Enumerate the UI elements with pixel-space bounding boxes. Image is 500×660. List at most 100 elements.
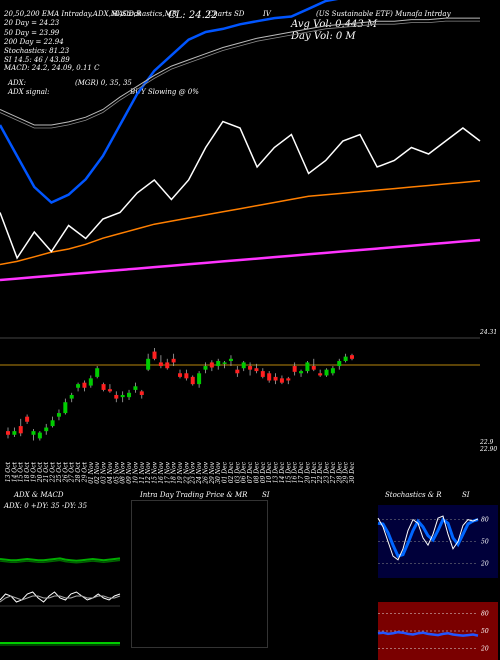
candle-body xyxy=(178,373,182,377)
x-tick-label: 07 Dec xyxy=(247,461,254,483)
x-tick-label: 25 Oct xyxy=(56,461,63,483)
x-tick-label: 21 Dec xyxy=(311,461,318,484)
x-tick-label: 01 Nov xyxy=(88,461,95,483)
indicator-list: SI,Stochastics,MR xyxy=(112,10,178,18)
candle-body xyxy=(139,391,144,395)
candle-body xyxy=(31,431,36,435)
stoch-level-label: 50 xyxy=(481,539,489,546)
x-tick-label: 26 Oct xyxy=(62,461,69,483)
candle-body xyxy=(82,382,87,388)
y-label-bottom-2: 22.90 xyxy=(479,446,497,453)
stochastics-k-line xyxy=(377,515,479,561)
header-line-4: Stochastics: 81.23 xyxy=(4,47,70,55)
x-tick-label: 22 Dec xyxy=(317,461,324,484)
x-tick-label: 19 Nov xyxy=(177,461,184,483)
x-tick-label: 23 Dec xyxy=(324,461,331,484)
candle-body xyxy=(248,366,253,370)
candle-body xyxy=(184,373,189,379)
candle-body xyxy=(337,360,342,367)
x-tick-label: 03 Nov xyxy=(101,461,108,483)
symbol-description: (US Sustainable ETF) Munafa Intrday xyxy=(316,10,451,18)
candle-body xyxy=(318,373,323,376)
stochastics-title: Stochastics & R xyxy=(385,491,442,499)
y-label-bottom: 22.9 xyxy=(479,439,494,446)
header-line-0: 20,50,200 EMA Intraday,ADX,MACD,R xyxy=(4,10,142,18)
candle-body xyxy=(101,384,106,390)
candle-body xyxy=(203,366,208,370)
candle-body xyxy=(50,420,55,427)
candle-body xyxy=(286,378,291,381)
day-volume: Day Vol: 0 M xyxy=(291,31,356,42)
x-tick-label: 17 Nov xyxy=(164,461,171,483)
x-tick-label: 13 Oct xyxy=(5,461,12,482)
x-tick-label: 12 Nov xyxy=(145,461,152,483)
x-tick-label: 09 Nov xyxy=(126,461,133,483)
x-tick-label: 11 Nov xyxy=(139,461,146,483)
x-tick-label: 08 Dec xyxy=(253,461,260,483)
macd-signal-line xyxy=(0,595,121,603)
x-tick-label: 06 Dec xyxy=(241,461,248,483)
candle-body xyxy=(165,362,170,369)
candle-body xyxy=(311,366,316,370)
ema-line-50-day-shadow xyxy=(0,20,480,129)
x-tick-label: 29 Nov xyxy=(209,461,216,484)
rsi-level-label: 50 xyxy=(481,628,489,635)
ema-chart xyxy=(0,0,481,282)
candle-body xyxy=(25,416,30,422)
adx-line: ADX: xyxy=(8,79,27,87)
candle-body xyxy=(44,427,49,432)
candle-body xyxy=(241,362,246,369)
x-tick-label: 03 Dec xyxy=(234,461,241,483)
candle-body xyxy=(133,386,138,390)
x-tick-label: 10 Dec xyxy=(266,461,273,483)
x-tick-label: 18 Oct xyxy=(24,461,31,482)
candle-body xyxy=(171,358,176,363)
x-tick-label: 22 Oct xyxy=(50,461,57,483)
x-tick-label: 29 Oct xyxy=(81,461,88,483)
x-tick-label: 10 Nov xyxy=(132,461,139,483)
macd-line xyxy=(0,591,121,603)
candle-body xyxy=(343,356,348,361)
candle-body xyxy=(120,394,125,398)
candle-body xyxy=(216,360,221,367)
buy-signal: BUY Slowing @ 0% xyxy=(130,88,199,96)
price-line xyxy=(0,120,481,260)
candle-body xyxy=(69,394,74,399)
x-tick-label: 09 Dec xyxy=(260,461,267,483)
candle-body xyxy=(152,351,157,359)
x-tick-label: 04 Nov xyxy=(107,461,114,483)
rsi-level-label: 80 xyxy=(481,611,489,618)
candle-body xyxy=(330,368,335,374)
adx-macd-values: ADX: 0 +DY: 35 -DY: 35 xyxy=(4,502,88,510)
candle-body xyxy=(190,376,195,385)
stoch-level-label: 80 xyxy=(481,517,489,524)
candle-body xyxy=(146,358,151,370)
x-tick-label: 15 Nov xyxy=(152,461,159,483)
intraday-si: SI xyxy=(262,491,270,499)
candle-body xyxy=(267,373,272,381)
candle-body xyxy=(95,368,100,377)
x-tick-label: 15 Dec xyxy=(285,461,292,483)
stochastics-d-line xyxy=(377,517,479,558)
candle-body xyxy=(273,376,278,381)
x-tick-label: 27 Oct xyxy=(69,461,76,483)
x-tick-label: 20 Oct xyxy=(37,461,44,483)
adx-signal-label: ADX signal: xyxy=(8,88,50,96)
y-label-top: 24.31 xyxy=(479,329,497,336)
x-tick-label: 02 Nov xyxy=(94,461,101,483)
ema-line-50-day xyxy=(0,17,480,126)
x-tick-label: 17 Dec xyxy=(298,461,305,483)
x-tick-label: 22 Nov xyxy=(183,461,190,484)
candle-body xyxy=(76,384,81,388)
candle-body xyxy=(299,371,304,374)
header-line-3: 200 Day = 22.94 xyxy=(4,38,64,46)
candle-body xyxy=(235,369,240,374)
candle-body xyxy=(114,394,119,399)
header-line-2: 50 Day = 23.99 xyxy=(4,29,60,37)
x-tick-label: 24 Nov xyxy=(196,461,203,484)
candle-body xyxy=(209,362,214,368)
adx-line-shadow xyxy=(0,559,121,564)
candle-body xyxy=(107,389,112,392)
candle-body xyxy=(222,362,227,364)
